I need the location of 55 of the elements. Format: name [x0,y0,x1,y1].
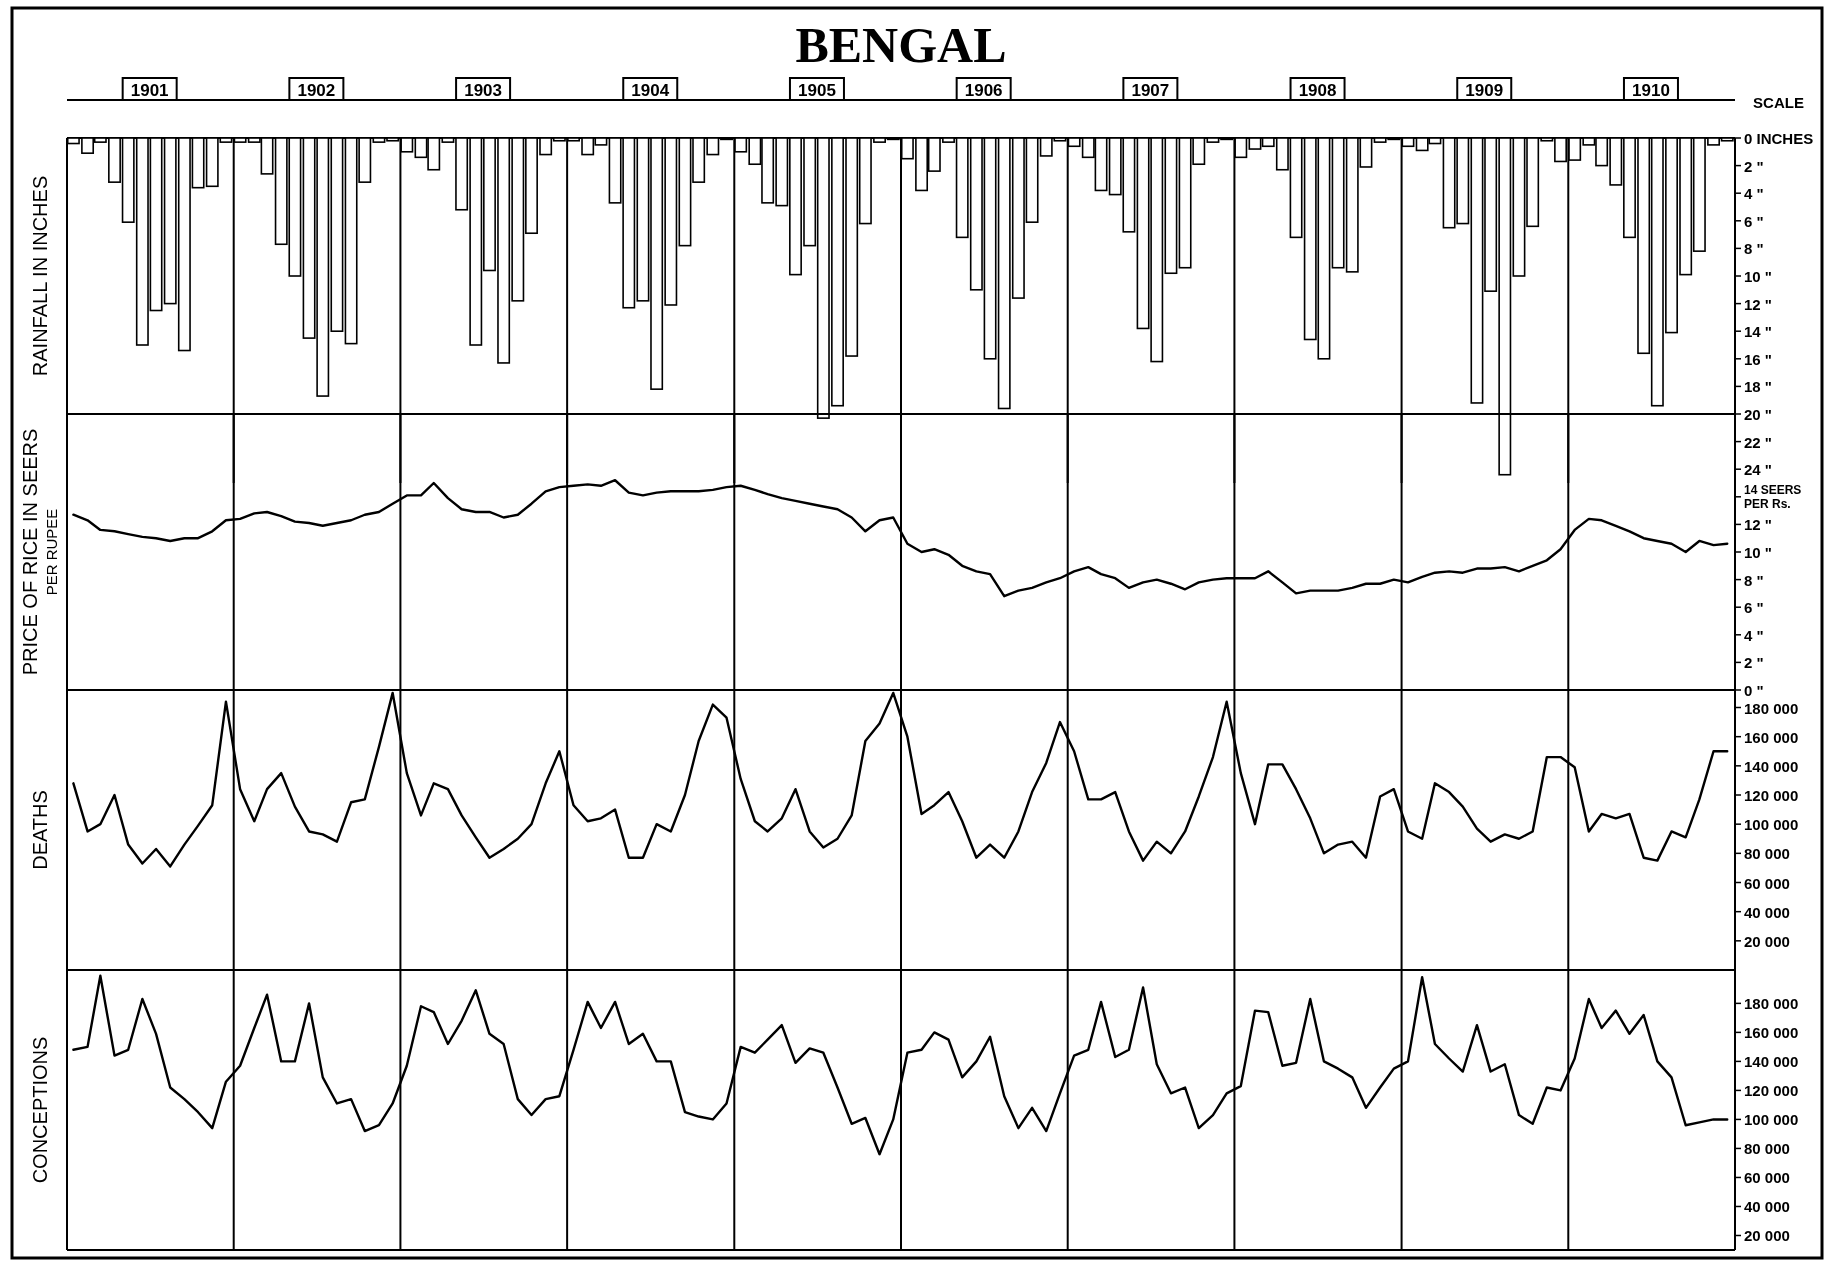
x-tick-label: 1906 [964,80,1003,100]
x-tick-label: 1909 [1465,80,1504,100]
y-tick-label: 14 SEERS PER Rs. [1744,482,1802,511]
y-axis-title: PRICE OF RICE IN SEERS PER RUPEE [19,428,60,676]
y-tick-label: 20 000 [1744,1226,1790,1244]
y-tick-label: 4 " [1744,184,1764,202]
x-tick-label: 1907 [1131,80,1170,100]
y-axis-title: DEATHS [29,790,51,870]
y-tick-label: 8 " [1744,571,1764,589]
y-tick-label: 12 " [1744,295,1772,313]
y-tick-label: 4 " [1744,626,1764,644]
x-tick-label: 1904 [631,80,670,100]
y-tick-label: 140 000 [1744,1052,1799,1070]
y-tick-label: 60 000 [1744,1168,1790,1186]
y-tick-label: 180 000 [1744,699,1799,716]
y-tick-label: 100 000 [1744,1110,1799,1128]
y-tick-label: 160 000 [1744,1023,1799,1041]
y-tick-label: 40 000 [1744,903,1790,921]
y-tick-label: 16 " [1744,350,1772,368]
y-tick-label: 6 " [1744,598,1764,616]
y-axis-title: CONCEPTIONS [29,1036,51,1184]
y-tick-label: 160 000 [1744,728,1799,746]
y-tick-label: 10 " [1744,543,1772,561]
y-axis-title: RAINFALL IN INCHES [29,175,51,377]
y-tick-label: 2 " [1744,157,1764,175]
y-tick-label: 2 " [1744,653,1764,671]
y-tick-label: 100 000 [1744,815,1799,833]
y-tick-label: 60 000 [1744,874,1790,891]
y-tick-label: 120 000 [1744,1081,1799,1099]
y-tick-label: 18 " [1744,377,1772,395]
y-tick-label: 80 000 [1744,844,1790,862]
y-tick-label: 0 " [1744,681,1764,699]
x-tick-label: 1901 [130,80,169,100]
y-tick-label: 80 000 [1744,1139,1790,1157]
y-tick-label: 140 000 [1744,757,1799,775]
y-tick-label: 6 " [1744,212,1764,230]
y-tick-label: 22 " [1744,433,1772,451]
y-tick-label: 0 INCHES [1744,129,1814,147]
y-tick-label: 20 " [1744,405,1772,423]
y-tick-label: 40 000 [1744,1197,1790,1215]
y-tick-label: 24 " [1744,460,1772,478]
x-tick-label: 1910 [1632,80,1670,100]
y-tick-label: 180 000 [1744,994,1799,1012]
x-tick-label: 1902 [297,80,336,100]
y-tick-label: 12 " [1744,515,1772,533]
y-tick-label: 10 " [1744,267,1772,285]
y-tick-label: 14 " [1744,322,1772,340]
y-tick-label: 120 000 [1744,786,1799,804]
text: SCALE [1753,93,1804,111]
y-tick-label: 20 000 [1744,932,1790,950]
y-tick-label: 8 " [1744,239,1764,257]
x-tick-label: 1903 [464,80,502,100]
chart-title: BENGAL [795,17,1007,73]
x-tick-label: 1905 [798,80,836,100]
x-tick-label: 1908 [1298,80,1337,100]
